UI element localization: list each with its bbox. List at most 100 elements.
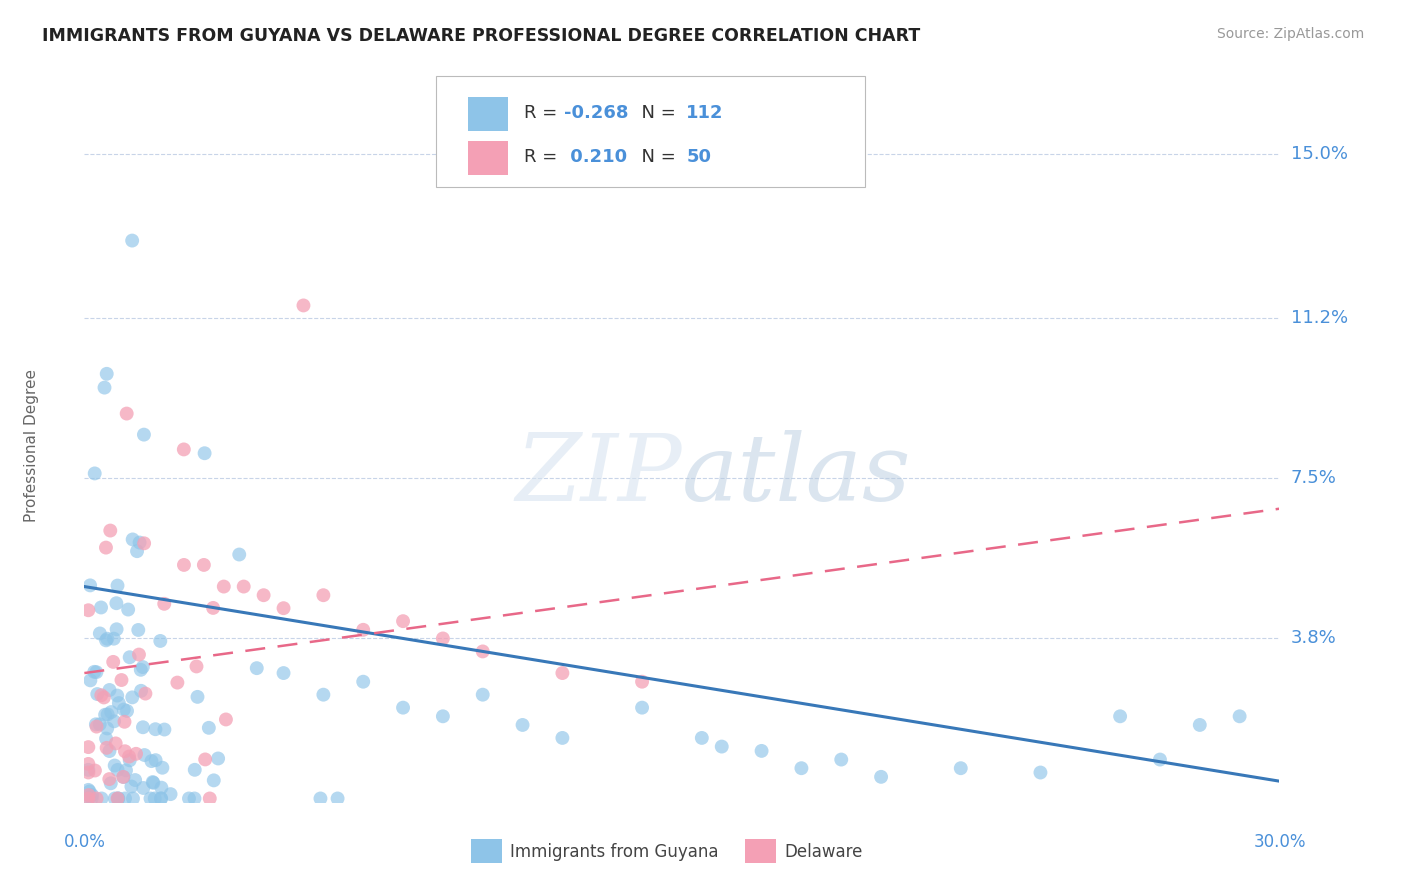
Point (104, 736, 127, 750)
Point (77, 765, 100, 780)
Point (232, 580, 254, 594)
Point (830, 753, 852, 767)
Text: Immigrants from Guyana: Immigrants from Guyana (510, 843, 718, 861)
Point (86, 687, 108, 701)
Point (631, 674, 654, 689)
Point (118, 753, 141, 767)
Point (253, 588, 276, 602)
Point (86, 791, 108, 805)
Point (89, 717, 111, 731)
Point (80, 791, 103, 805)
Point (312, 688, 335, 702)
Point (128, 535, 150, 549)
Point (103, 714, 125, 729)
Point (153, 723, 176, 737)
Point (90, 600, 112, 615)
Point (83, 665, 105, 679)
Point (194, 752, 217, 766)
Point (86, 665, 108, 680)
Point (77, 740, 100, 755)
Point (110, 673, 132, 687)
Point (173, 558, 195, 572)
Point (129, 663, 152, 677)
Point (193, 558, 215, 572)
Point (115, 704, 138, 718)
Point (108, 696, 131, 710)
Point (77, 603, 100, 617)
Point (103, 632, 125, 646)
Point (77, 788, 100, 802)
Text: 30.0%: 30.0% (1253, 833, 1306, 851)
Point (1188, 718, 1211, 732)
Point (150, 780, 173, 795)
Point (77, 783, 100, 797)
Point (96, 367, 118, 381)
Point (93, 690, 115, 705)
Point (93, 381, 115, 395)
Point (96, 722, 118, 736)
Point (471, 644, 494, 658)
Point (312, 588, 335, 602)
Text: R =: R = (524, 148, 564, 166)
Point (98, 744, 121, 758)
Point (142, 776, 165, 790)
Point (117, 602, 139, 616)
Point (432, 632, 454, 646)
Point (114, 714, 136, 729)
Point (134, 747, 156, 762)
Point (132, 660, 155, 674)
Point (751, 744, 773, 758)
Point (134, 687, 156, 701)
Point (112, 702, 135, 716)
Point (118, 749, 141, 764)
Point (100, 776, 122, 790)
Point (77, 791, 100, 805)
Point (84, 717, 107, 731)
Point (273, 666, 295, 681)
Point (104, 791, 127, 805)
Point (120, 780, 142, 794)
Text: 0.0%: 0.0% (63, 833, 105, 851)
Point (121, 690, 143, 705)
Point (114, 791, 136, 805)
Point (1109, 709, 1132, 723)
Point (949, 761, 972, 775)
Point (107, 763, 129, 777)
Point (107, 578, 129, 592)
Text: 11.2%: 11.2% (1291, 310, 1348, 327)
Point (128, 648, 150, 662)
Point (94, 731, 117, 746)
Point (98, 524, 121, 538)
Point (790, 761, 813, 775)
Text: 50: 50 (686, 148, 711, 166)
Point (159, 787, 181, 801)
Point (97, 707, 120, 722)
Text: Source: ZipAtlas.com: Source: ZipAtlas.com (1216, 27, 1364, 41)
Point (115, 764, 138, 778)
Point (471, 688, 494, 702)
Point (1029, 765, 1052, 780)
Point (207, 751, 229, 765)
Point (100, 705, 122, 719)
Point (84, 764, 107, 778)
Point (149, 791, 172, 805)
Point (132, 536, 156, 550)
Point (118, 650, 141, 665)
Point (105, 689, 128, 703)
Point (94, 633, 117, 648)
Point (1229, 709, 1251, 723)
Point (129, 683, 152, 698)
Point (77, 763, 100, 777)
Point (212, 580, 235, 594)
Point (551, 731, 574, 745)
Text: 0.210: 0.210 (564, 148, 627, 166)
Point (107, 791, 129, 805)
Point (107, 791, 129, 805)
Text: 7.5%: 7.5% (1291, 469, 1337, 487)
Point (198, 791, 221, 805)
Point (112, 770, 135, 784)
Point (153, 597, 176, 611)
Point (631, 700, 654, 714)
Point (105, 596, 128, 610)
Point (352, 623, 374, 637)
